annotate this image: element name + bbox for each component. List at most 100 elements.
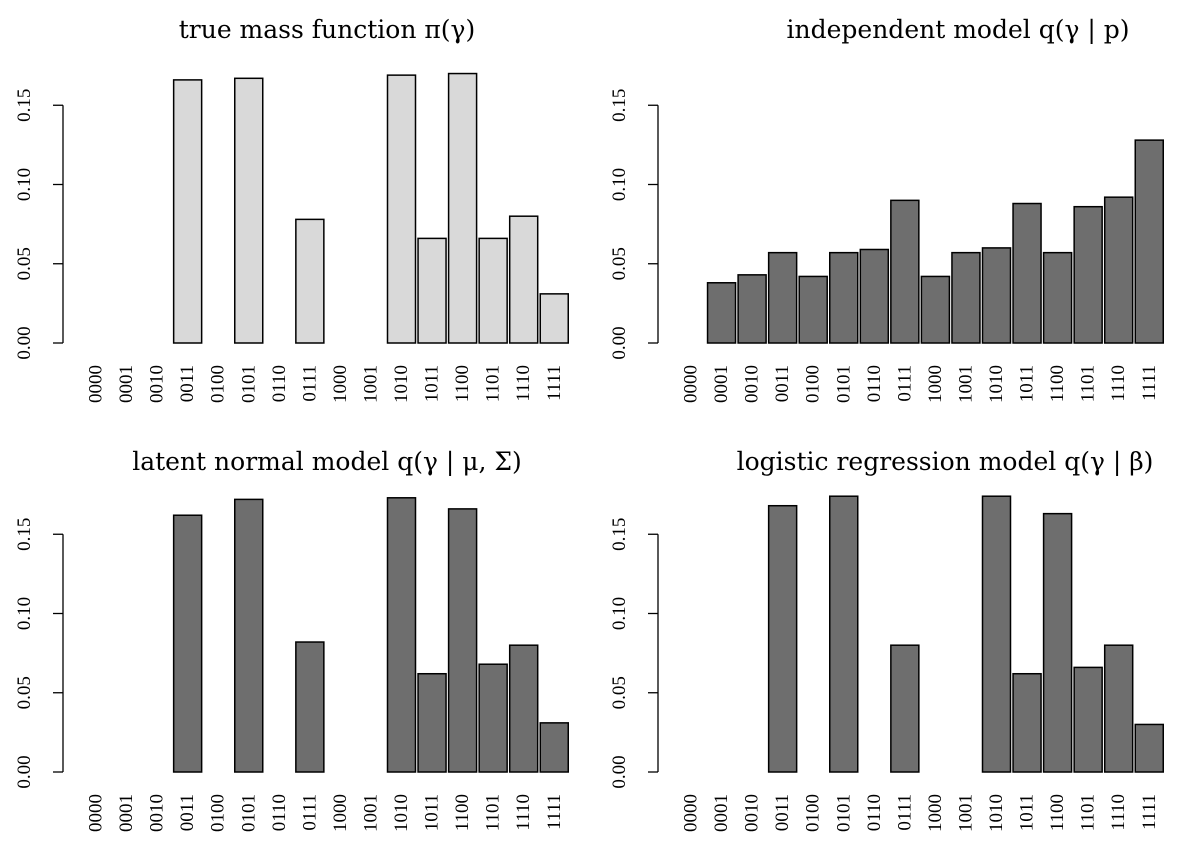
x-tick-label: 1101 [483, 794, 504, 831]
bar-chart-independent-model: independent model q(γ | p) 0.000.050.100… [609, 15, 1164, 403]
panel-true-mass-function: true mass function π(γ) 0.00 0.05 0.10 0.15… [0, 0, 594, 428]
x-tick-label: 1001 [360, 794, 381, 832]
bar [295, 641, 325, 773]
x-tick-label: 1000 [925, 365, 946, 403]
x-tick-label: 0010 [742, 794, 763, 832]
x-tick-label: 0010 [147, 365, 168, 403]
bar [829, 251, 859, 344]
x-tick-label: 1011 [1017, 365, 1038, 402]
x-tick-label: 0110 [269, 794, 290, 831]
y-tick-label: 0.05 [609, 676, 630, 709]
x-tick-label: 0011 [772, 794, 793, 831]
bar [478, 237, 508, 344]
bar [1103, 196, 1134, 344]
panel-independent-model: independent model q(γ | p) 0.00 0.05 0.10 0… [595, 0, 1189, 428]
x-tick-label: 1111 [544, 794, 565, 830]
plot-area: 0.00 0.05 0.10 0.15 0000 0001 0010 0011 0100 0101… [609, 89, 1164, 403]
x-tick-label: 0001 [116, 794, 137, 832]
x-tick-label: 0101 [238, 365, 259, 403]
bar [951, 251, 981, 344]
bar [508, 215, 539, 344]
bar [447, 508, 478, 773]
x-tick-label: 0110 [864, 365, 885, 402]
y-tick-label: 0.05 [14, 247, 35, 280]
x-tick-label: 1101 [483, 365, 504, 402]
bar [1073, 666, 1103, 773]
x-tick-label: 0000 [681, 365, 702, 403]
bar [1103, 644, 1134, 773]
bar [539, 722, 569, 773]
x-tick-label: 0100 [803, 365, 824, 403]
plot-area: 0.00 0.05 0.10 0.15 0000 0001 0010 0011 0100 0101… [14, 72, 569, 403]
x-tick-label: 0100 [208, 365, 229, 403]
bar [386, 497, 417, 773]
y-tick-label: 0.10 [14, 597, 35, 630]
x-tick-label: 1110 [513, 794, 534, 831]
x-tick-label: 1101 [1078, 794, 1099, 831]
x-tick-label: 1110 [513, 365, 534, 402]
y-tick-label: 0.15 [14, 89, 35, 122]
bar [447, 72, 478, 344]
bar-chart-logistic-regression-model: logistic regression model q(γ | β) 0.000… [609, 447, 1164, 832]
panel-latent-normal-model: latent normal model q(γ | μ, Σ) 0.00 0.05… [0, 429, 594, 857]
x-tick-label: 1000 [330, 794, 351, 832]
y-tick-label: 0.00 [14, 755, 35, 788]
y-tick-label: 0.10 [14, 168, 35, 201]
bar [234, 498, 264, 773]
bar [1134, 723, 1164, 773]
bar [478, 663, 508, 773]
bar [172, 514, 203, 773]
x-tick-label: 1000 [330, 365, 351, 403]
bar [539, 293, 569, 344]
x-tick-label: 0001 [711, 365, 732, 403]
x-tick-label: 1001 [955, 794, 976, 832]
bar-chart-true-mass-function: true mass function π(γ) 0.00 0.05 0.10 0.15… [14, 15, 569, 403]
y-tick-label: 0.15 [609, 518, 630, 551]
bar [295, 218, 325, 344]
y-tick-label: 0.05 [14, 676, 35, 709]
x-tick-label: 1100 [1047, 365, 1068, 402]
x-tick-label: 1011 [422, 794, 443, 831]
y-tick-label: 0.05 [609, 247, 630, 280]
x-tick-label: 0011 [772, 365, 793, 402]
bar [417, 237, 447, 344]
x-tick-label: 0101 [238, 794, 259, 832]
x-tick-label: 0111 [299, 365, 320, 402]
bar [386, 74, 417, 344]
bar [1012, 672, 1042, 773]
bar [417, 672, 447, 773]
x-tick-label: 0011 [177, 365, 198, 402]
x-tick-label: 0111 [894, 365, 915, 402]
y-tick-label: 0.15 [609, 89, 630, 122]
bar [829, 495, 859, 773]
y-tick-label: 0.10 [609, 597, 630, 630]
y-tick-label: 0.15 [14, 518, 35, 551]
x-tick-label: 1111 [1139, 365, 1160, 401]
bar [890, 199, 920, 344]
bar [706, 282, 737, 344]
x-tick-label: 0100 [803, 794, 824, 832]
bar [767, 504, 798, 773]
bar [1134, 139, 1164, 344]
x-tick-label: 1010 [986, 365, 1007, 403]
y-tick-label: 0.00 [609, 326, 630, 359]
bar [234, 77, 264, 344]
x-tick-label: 0110 [269, 365, 290, 402]
x-tick-label: 1011 [1017, 794, 1038, 831]
x-tick-label: 0101 [833, 365, 854, 403]
x-tick-label: 0011 [177, 794, 198, 831]
bar [981, 247, 1012, 344]
x-tick-label: 1000 [925, 794, 946, 832]
bar-chart-latent-normal-model: latent normal model q(γ | μ, Σ) 0.00 0.05… [14, 447, 569, 832]
chart-title: logistic regression model q(γ | β) [737, 447, 1154, 477]
bar [1012, 202, 1042, 344]
x-tick-label: 0111 [894, 794, 915, 831]
bar [920, 275, 951, 344]
x-tick-label: 1100 [1047, 794, 1068, 831]
x-tick-label: 1110 [1108, 794, 1129, 831]
x-tick-label: 0100 [208, 794, 229, 832]
x-tick-label: 0000 [86, 365, 107, 403]
x-tick-label: 1111 [544, 365, 565, 401]
plot-area: 0.00 0.05 0.10 0.15 0000 0001 0010 0011 0100 0101… [14, 497, 569, 832]
x-tick-label: 1111 [1139, 794, 1160, 830]
